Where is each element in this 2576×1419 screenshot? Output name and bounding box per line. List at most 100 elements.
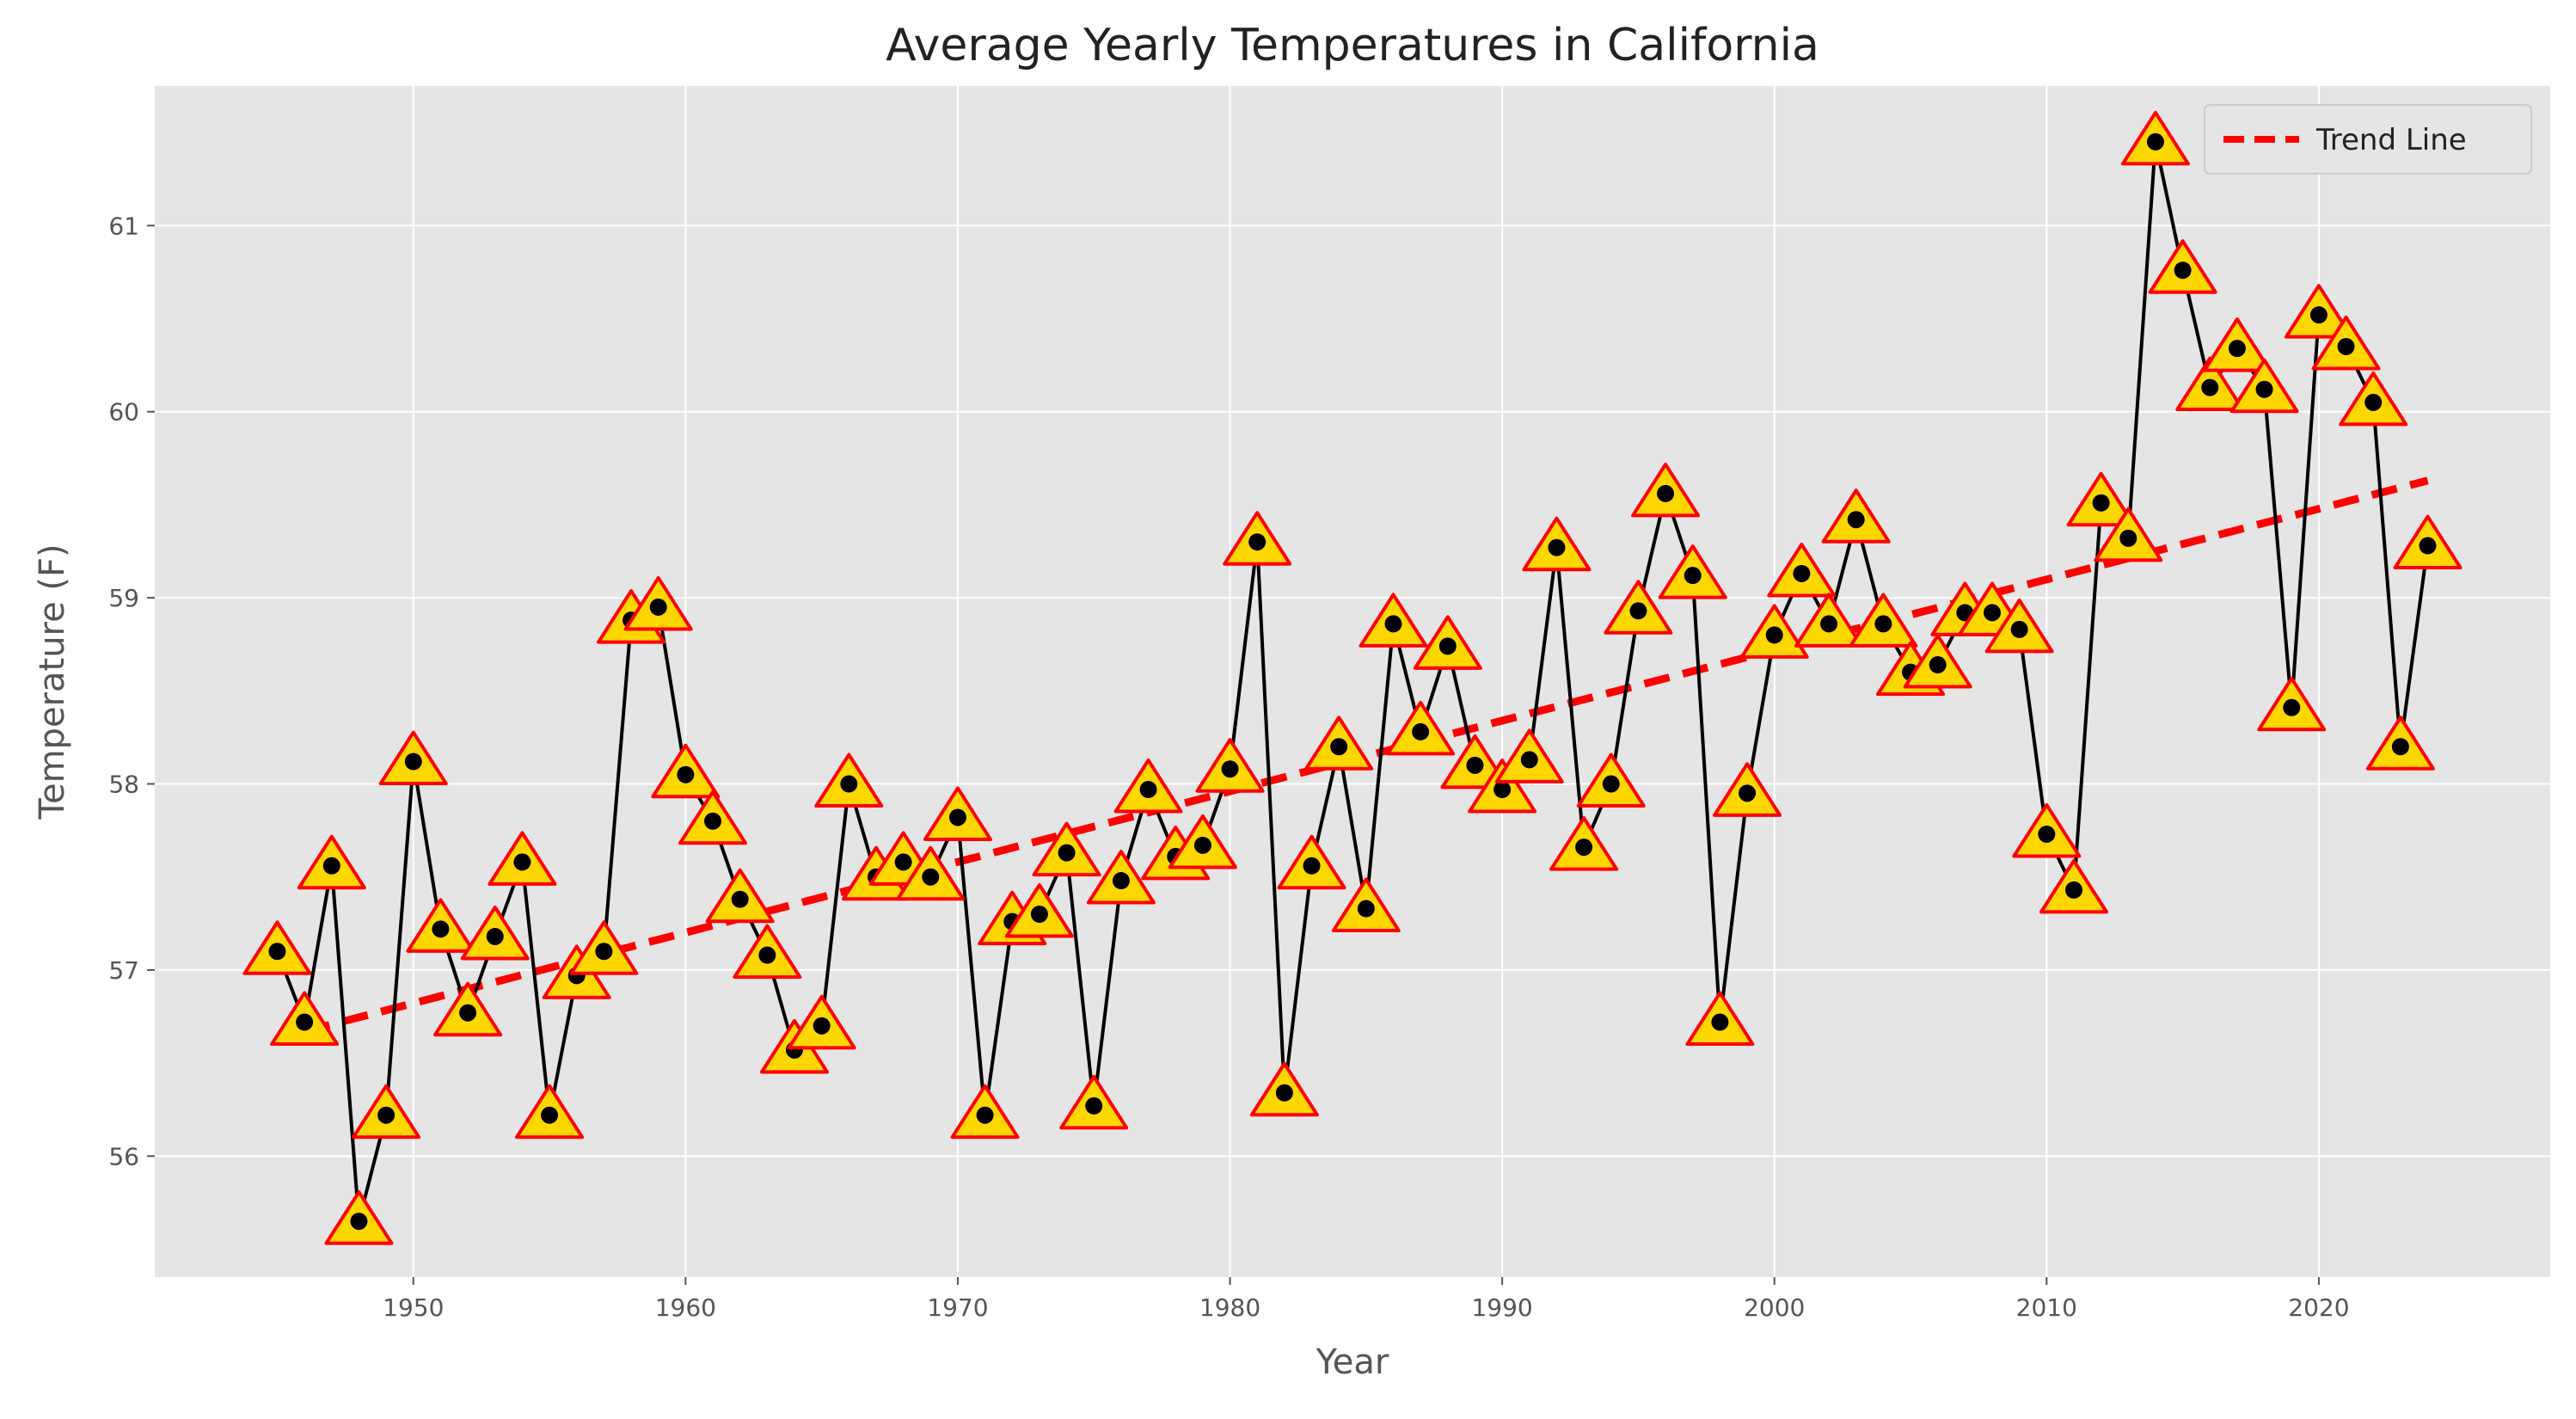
data-point	[813, 1017, 831, 1035]
x-axis-label: Year	[1316, 1342, 1389, 1382]
y-axis-ticks: 56 57 58 59 60 61	[108, 212, 155, 1170]
data-point	[459, 1004, 477, 1022]
data-point	[432, 920, 450, 938]
y-tick-label: 57	[108, 956, 139, 985]
data-point	[2038, 825, 2056, 843]
data-point	[2337, 337, 2355, 355]
data-point	[1847, 511, 1865, 529]
data-point	[1330, 738, 1348, 756]
data-point	[1058, 844, 1076, 862]
legend: Trend Line	[2204, 104, 2532, 175]
data-point	[1221, 760, 1239, 778]
data-point	[1275, 1084, 1293, 1102]
data-point	[1657, 484, 1675, 502]
chart-title: Average Yearly Temperatures in Californi…	[886, 20, 1819, 71]
data-point	[2255, 380, 2273, 398]
data-point	[1085, 1096, 1103, 1115]
plot-area	[155, 86, 2550, 1277]
data-point	[1739, 784, 1757, 802]
data-point	[1520, 751, 1538, 769]
data-point	[2064, 881, 2082, 899]
data-point	[1248, 533, 1267, 551]
x-tick-label: 1970	[927, 1293, 988, 1322]
data-point	[758, 946, 776, 964]
data-point	[322, 857, 340, 875]
data-point	[377, 1106, 396, 1124]
y-tick-label: 61	[108, 212, 139, 240]
data-point	[1793, 564, 1811, 582]
legend-box	[2204, 104, 2532, 175]
y-tick-label: 58	[108, 771, 139, 799]
trend-line	[303, 476, 2429, 1035]
data-point	[541, 1106, 559, 1124]
data-point	[976, 1106, 994, 1124]
data-point	[1030, 906, 1048, 924]
grid-lines	[155, 86, 2550, 1277]
data-point	[1384, 615, 1402, 633]
data-point	[2201, 378, 2219, 396]
data-point	[2010, 620, 2028, 638]
data-point	[1493, 781, 1512, 799]
data-point	[1139, 781, 1157, 799]
data-point	[1412, 722, 1430, 740]
data-point	[2419, 537, 2437, 555]
data-point	[1684, 567, 1702, 585]
x-tick-label: 1960	[655, 1293, 716, 1322]
data-point	[595, 943, 613, 961]
data-point	[731, 890, 749, 908]
legend-label-trend-line: Trend Line	[2315, 123, 2467, 157]
data-point	[1929, 656, 1947, 674]
data-point	[2364, 393, 2383, 411]
data-point	[1874, 615, 1892, 633]
data-point	[1765, 626, 1783, 644]
data-point	[948, 808, 966, 826]
data-point	[1711, 1013, 1729, 1031]
data-point	[268, 943, 286, 961]
data-point	[1438, 637, 1457, 655]
y-tick-label: 56	[108, 1142, 139, 1170]
y-tick-label: 59	[108, 584, 139, 612]
data-point	[1629, 602, 1647, 620]
x-tick-label: 1950	[383, 1293, 444, 1322]
data-point	[2228, 340, 2246, 358]
data-point	[2309, 306, 2328, 324]
data-point	[513, 853, 531, 871]
data-point	[350, 1213, 368, 1231]
data-point	[1466, 756, 1484, 774]
data-point	[704, 812, 722, 830]
data-point	[894, 853, 912, 871]
data-point	[1548, 538, 1566, 556]
y-tick-label: 60	[108, 398, 139, 427]
x-tick-label: 2000	[1744, 1293, 1805, 1322]
x-tick-label: 2010	[2016, 1293, 2077, 1322]
data-point	[2146, 132, 2164, 150]
data-point	[1193, 836, 1211, 854]
data-point	[2283, 698, 2301, 716]
temperature-markers	[242, 110, 2463, 1245]
data-point	[1983, 604, 2001, 622]
data-point	[649, 598, 667, 616]
data-point	[840, 775, 858, 793]
data-point	[677, 765, 695, 783]
data-point	[404, 752, 422, 771]
data-point	[2092, 494, 2110, 512]
x-tick-label: 1990	[1471, 1293, 1532, 1322]
data-point	[1575, 838, 1593, 857]
data-point	[2391, 738, 2409, 756]
x-axis-ticks: 1950 1960 1970 1980 1990 2000 2010 2020	[383, 1277, 2350, 1322]
data-point	[296, 1013, 314, 1031]
trend-series	[303, 476, 2429, 1035]
data-point	[2174, 261, 2192, 280]
data-point	[1602, 775, 1620, 793]
data-point	[1820, 615, 1838, 633]
data-point	[2119, 529, 2137, 547]
data-point	[1112, 872, 1130, 890]
x-tick-label: 1980	[1199, 1293, 1260, 1322]
data-point	[1357, 900, 1375, 918]
data-point	[922, 868, 940, 886]
data-point	[486, 927, 504, 945]
data-point	[1303, 857, 1321, 875]
y-axis-label: Temperature (F)	[33, 544, 72, 820]
x-tick-label: 2020	[2288, 1293, 2349, 1322]
